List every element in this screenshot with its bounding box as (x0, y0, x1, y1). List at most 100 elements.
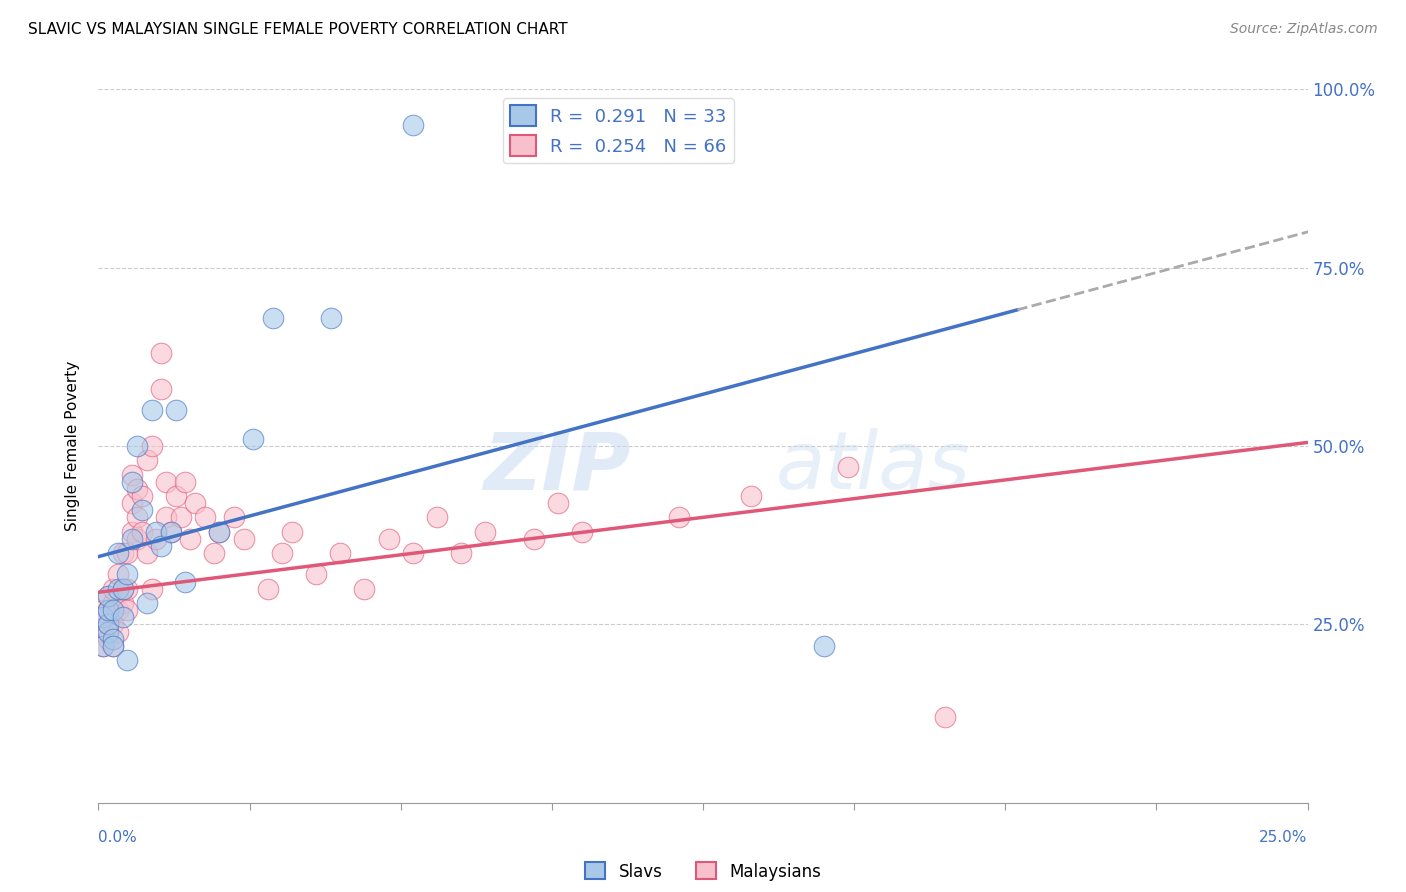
Point (101, 603, 124, 617)
Point (91, 639, 114, 653)
Point (232, 532, 254, 546)
Legend: Slavs, Malaysians: Slavs, Malaysians (578, 855, 828, 888)
Point (111, 610, 134, 624)
Point (329, 546, 352, 560)
Point (262, 310, 284, 325)
Point (242, 432, 264, 446)
Point (97, 589, 120, 603)
Point (174, 574, 197, 589)
Point (97, 589, 120, 603)
Point (127, 482, 149, 496)
Point (208, 524, 231, 539)
Point (155, 475, 177, 489)
Text: 0.0%: 0.0% (98, 830, 138, 845)
Point (474, 524, 496, 539)
Point (91, 603, 114, 617)
Point (740, 489, 762, 503)
Point (169, 510, 191, 524)
Point (150, 539, 173, 553)
Point (145, 524, 167, 539)
Point (91, 639, 114, 653)
Point (523, 532, 546, 546)
Point (121, 532, 143, 546)
Point (160, 524, 183, 539)
Point (131, 489, 153, 503)
Point (131, 524, 153, 539)
Point (121, 496, 143, 510)
Point (101, 582, 124, 596)
Point (150, 382, 173, 396)
Point (111, 582, 134, 596)
Point (179, 532, 201, 546)
Point (91, 624, 114, 639)
Point (305, 567, 328, 582)
Point (668, 118, 690, 132)
Point (111, 582, 134, 596)
Point (222, 510, 245, 524)
Point (111, 546, 134, 560)
Point (135, 596, 157, 610)
Point (107, 567, 129, 582)
Point (184, 496, 207, 510)
Point (353, 582, 375, 596)
Point (127, 532, 149, 546)
Point (165, 403, 187, 417)
Point (194, 510, 217, 524)
Y-axis label: Single Female Poverty: Single Female Poverty (65, 361, 80, 531)
Point (402, 118, 425, 132)
Point (101, 617, 124, 632)
Text: SLAVIC VS MALAYSIAN SINGLE FEMALE POVERTY CORRELATION CHART: SLAVIC VS MALAYSIAN SINGLE FEMALE POVERT… (28, 22, 568, 37)
Point (101, 639, 124, 653)
Point (547, 496, 569, 510)
Point (111, 596, 134, 610)
Point (127, 510, 149, 524)
Point (571, 524, 593, 539)
Point (107, 603, 129, 617)
Point (271, 546, 294, 560)
Point (837, 460, 859, 475)
Point (107, 624, 129, 639)
Point (160, 524, 183, 539)
Point (107, 546, 129, 560)
Point (101, 596, 124, 610)
Point (135, 453, 157, 467)
Point (150, 346, 173, 360)
Point (813, 639, 835, 653)
Point (377, 532, 399, 546)
Text: ZIP: ZIP (484, 428, 630, 507)
Point (131, 503, 153, 517)
Point (174, 475, 197, 489)
Point (117, 546, 139, 560)
Point (204, 546, 226, 560)
Point (117, 603, 139, 617)
Text: Source: ZipAtlas.com: Source: ZipAtlas.com (1230, 22, 1378, 37)
Point (97, 632, 120, 646)
Point (165, 489, 187, 503)
Point (450, 546, 472, 560)
Point (101, 639, 124, 653)
Point (117, 567, 139, 582)
Point (117, 582, 139, 596)
Text: atlas: atlas (776, 428, 970, 507)
Point (97, 603, 120, 617)
Point (97, 624, 120, 639)
Point (97, 617, 120, 632)
Point (281, 524, 304, 539)
Point (121, 524, 143, 539)
Point (402, 546, 425, 560)
Point (91, 610, 114, 624)
Point (256, 582, 278, 596)
Point (121, 467, 143, 482)
Point (117, 653, 139, 667)
Point (934, 710, 956, 724)
Point (127, 439, 149, 453)
Point (155, 510, 177, 524)
Point (121, 475, 143, 489)
Point (426, 510, 449, 524)
Point (145, 532, 167, 546)
Point (319, 310, 342, 325)
Point (208, 524, 231, 539)
Point (668, 510, 690, 524)
Point (97, 603, 120, 617)
Point (135, 546, 157, 560)
